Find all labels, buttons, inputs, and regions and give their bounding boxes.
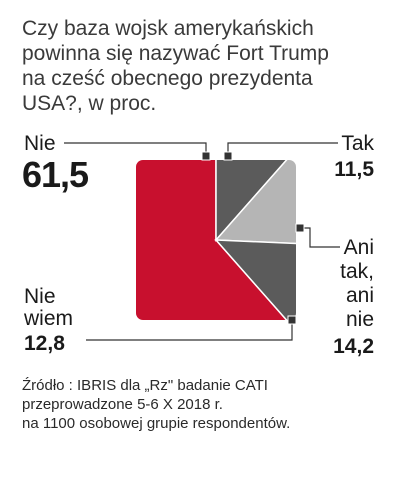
label-ani-line: nie	[345, 308, 374, 331]
leader-marker-nie	[201, 151, 211, 161]
source-line: przeprowadzone 5-6 X 2018 r.	[22, 396, 223, 413]
value-ani-tak-ani-nie: 14,2	[333, 335, 374, 358]
source-note: Źródło : IBRIS dla „Rz" badanie CATI prz…	[22, 376, 382, 433]
label-ani-tak-ani-nie: Ani tak, ani nie	[340, 236, 374, 332]
label-ani-line: tak,	[340, 260, 374, 283]
label-ani-line: Ani	[343, 236, 374, 259]
pie-slice-nie-wiem	[214, 239, 296, 320]
label-nie-wiem-line: Nie	[24, 285, 56, 308]
title-line: na cześć obecnego prezydenta	[22, 67, 313, 90]
value-nie: 61,5	[22, 154, 89, 195]
pie-slice-ani-tak-ani-nie	[214, 160, 296, 248]
pie-slice-tak	[215, 160, 296, 242]
title-line: Czy baza wojsk amerykańskich	[22, 17, 314, 40]
source-line: Źródło : IBRIS dla „Rz" badanie CATI	[22, 377, 268, 394]
label-nie: Nie	[24, 132, 56, 155]
title-line: USA?, w proc.	[22, 92, 157, 115]
leader-marker-nie-wiem	[287, 315, 297, 325]
label-ani-line: ani	[345, 284, 374, 307]
source-line: na 1100 osobowej grupie respondentów.	[22, 415, 291, 432]
chart-title: Czy baza wojsk amerykańskich powinna się…	[22, 16, 382, 116]
title-line: powinna się nazywać Fort Trump	[22, 42, 329, 65]
label-nie-wiem: Nie wiem	[24, 286, 73, 330]
leader-marker-ani	[295, 223, 305, 233]
value-tak: 11,5	[334, 158, 374, 181]
value-nie-wiem: 12,8	[24, 332, 65, 355]
label-tak: Tak	[341, 132, 374, 155]
leader-marker-tak	[223, 151, 233, 161]
leader-line-nie-wiem	[86, 320, 293, 341]
pie-slice-nie	[136, 160, 296, 320]
label-nie-wiem-line: wiem	[24, 307, 74, 330]
leader-line-tak	[227, 142, 338, 156]
leader-line-ani	[300, 227, 340, 248]
